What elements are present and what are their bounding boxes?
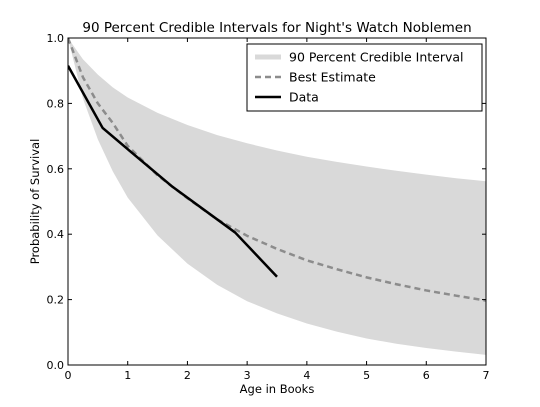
legend: 90 Percent Credible Interval Best Estima… (246, 43, 483, 112)
x-tick-label: 1 (124, 369, 131, 382)
best-estimate-line (68, 38, 486, 302)
x-tick-label: 3 (244, 369, 251, 382)
y-tick-label: 1.0 (47, 32, 65, 45)
y-axis-label: Probability of Survival (28, 139, 42, 265)
axis-ticks: 0 1 2 3 4 5 6 7 0.0 0.2 0.4 0.6 0.8 1.0 (47, 32, 490, 382)
x-tick-label: 5 (363, 369, 370, 382)
x-tick-label: 6 (423, 369, 430, 382)
x-tick-label: 4 (303, 369, 310, 382)
plot-frame (67, 37, 487, 366)
chart-title: 90 Percent Credible Intervals for Night'… (82, 20, 471, 36)
y-tick-label: 0.8 (47, 97, 65, 110)
legend-label-interval: 90 Percent Credible Interval (289, 50, 464, 65)
x-tick-label: 2 (184, 369, 191, 382)
y-tick-label: 0.2 (47, 294, 65, 307)
data-line (68, 65, 278, 278)
legend-box (246, 43, 483, 112)
y-tick-label: 0.6 (47, 163, 65, 176)
x-tick-label: 0 (65, 369, 72, 382)
x-axis-label: Age in Books (240, 382, 315, 396)
y-tick-label: 0.4 (47, 228, 65, 241)
credible-interval-band (68, 38, 486, 355)
legend-label-data: Data (289, 90, 319, 105)
legend-label-estimate: Best Estimate (289, 70, 376, 85)
plot-area (68, 38, 486, 355)
x-tick-label: 7 (483, 369, 490, 382)
y-tick-label: 0.0 (47, 359, 65, 372)
